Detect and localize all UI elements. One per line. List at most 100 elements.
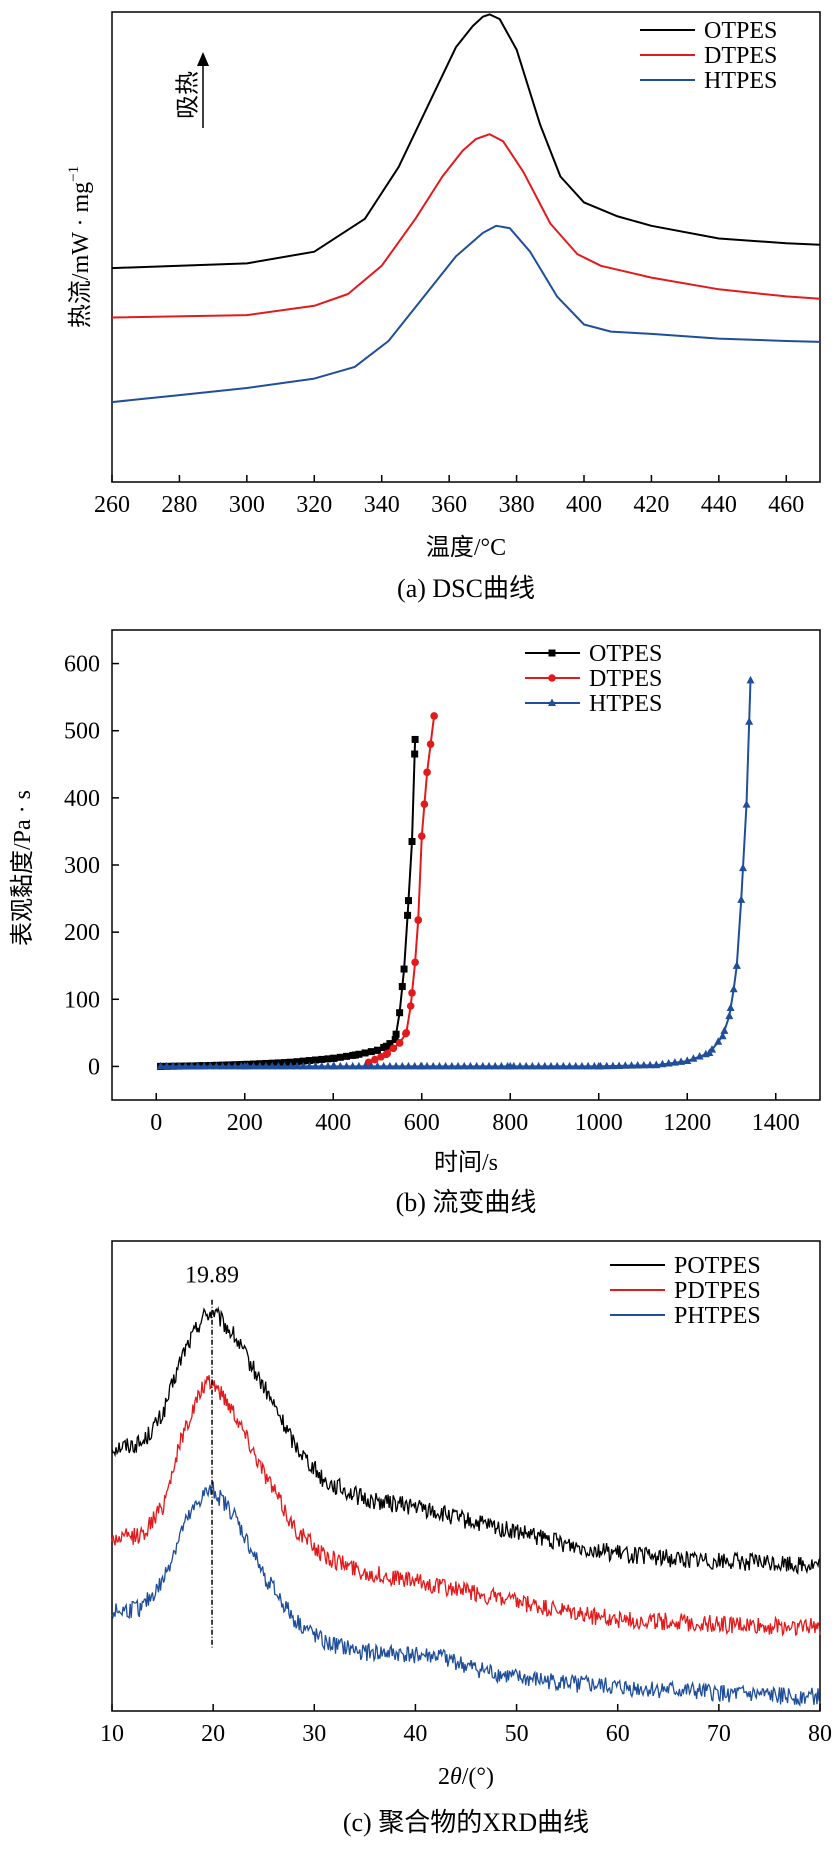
rheology-marker-otpes xyxy=(367,1048,375,1056)
rheology-marker-htpes xyxy=(224,1061,233,1070)
rheology-marker-htpes xyxy=(367,1061,376,1070)
xrd-panel: 19.89 10 20 30 40 50 60 70 80 2θ/(°) (c) 聚合物的XR… xyxy=(100,1240,832,1837)
xrd-caption: (c) 聚合物的XRD曲线 xyxy=(343,1808,589,1837)
dsc-plot-frame xyxy=(111,11,821,483)
rheology-x-tick-label: 1000 xyxy=(575,1110,623,1136)
dsc-x-tick-label: 260 xyxy=(94,492,130,518)
rheology-marker-htpes xyxy=(664,1058,673,1067)
rheology-marker-htpes xyxy=(280,1061,289,1070)
rheology-x-tick-label: 600 xyxy=(404,1110,440,1136)
rheology-marker-htpes xyxy=(398,1061,407,1070)
rheology-marker-htpes xyxy=(584,1061,593,1070)
rheology-legend-marker xyxy=(548,698,556,706)
rheology-marker-htpes xyxy=(485,1061,494,1070)
xrd-x-tick-label: 70 xyxy=(707,1721,731,1747)
rheology-marker-htpes xyxy=(447,1061,456,1070)
xrd-peak-label: 19.89 xyxy=(185,1263,239,1289)
rheology-marker-htpes xyxy=(652,1060,661,1069)
rheology-marker-otpes xyxy=(386,1040,394,1048)
dsc-x-tick-label: 280 xyxy=(161,492,197,518)
dsc-panel: 260 280 300 320 340 360 380 400 420 440 460 温度/°C … xyxy=(66,11,821,603)
rheology-marker-htpes xyxy=(683,1056,692,1065)
dsc-legend-label: OTPES xyxy=(704,18,777,44)
rheology-marker-otpes xyxy=(392,1030,400,1038)
rheology-marker-otpes xyxy=(324,1055,332,1063)
rheology-marker-otpes xyxy=(312,1056,320,1064)
rheology-marker-dtpes xyxy=(382,1050,391,1059)
xrd-series-group xyxy=(111,1306,821,1707)
rheology-legend-label: HTPES xyxy=(589,691,662,717)
xrd-x-axis-label: 2θ/(°) xyxy=(438,1764,494,1790)
xrd-x-tick-label: 20 xyxy=(201,1721,225,1747)
rheology-panel: 0 200 400 600 800 1000 1200 1400 0 100 200 300 400 5… xyxy=(9,629,821,1217)
rheology-marker-htpes xyxy=(478,1061,487,1070)
rheology-marker-htpes xyxy=(559,1061,568,1070)
rheology-series-htpes xyxy=(156,675,755,1070)
rheology-y-tick-label: 300 xyxy=(64,853,100,879)
xrd-x-tick-label: 80 xyxy=(808,1721,832,1747)
rheology-marker-htpes xyxy=(373,1061,382,1070)
rheology-marker-htpes xyxy=(491,1061,500,1070)
rheology-marker-htpes xyxy=(354,1061,363,1070)
xrd-x-tick-label: 10 xyxy=(100,1721,124,1747)
rheology-legend-item: DTPES xyxy=(525,666,662,692)
rheology-marker-htpes xyxy=(261,1061,270,1070)
rheology-marker-htpes xyxy=(162,1061,171,1070)
rheology-marker-dtpes xyxy=(371,1055,379,1064)
rheology-marker-otpes xyxy=(391,1036,399,1044)
rheology-marker-htpes xyxy=(639,1060,648,1069)
rheology-marker-htpes xyxy=(646,1060,655,1069)
rheology-marker-htpes xyxy=(429,1061,438,1070)
dsc-x-tick-label: 400 xyxy=(566,492,602,518)
dsc-legend-item: OTPES xyxy=(640,18,777,44)
rheology-marker-otpes xyxy=(411,750,419,758)
xrd-series-potpes xyxy=(111,1306,821,1575)
dsc-x-tick-label: 360 xyxy=(431,492,467,518)
rheology-legend-label: DTPES xyxy=(589,666,662,692)
rheology-marker-otpes xyxy=(355,1050,363,1058)
rheology-marker-htpes xyxy=(534,1061,543,1070)
rheology-marker-htpes xyxy=(410,1061,419,1070)
rheology-marker-htpes xyxy=(577,1061,586,1070)
rheology-y-tick-label: 600 xyxy=(64,652,100,678)
rheology-marker-htpes xyxy=(255,1061,264,1070)
rheology-marker-dtpes xyxy=(406,1002,415,1010)
xrd-x-tick-label: 50 xyxy=(505,1721,529,1747)
dsc-y-axis-label-main: 热流/mW · mg xyxy=(67,182,94,328)
rheology-marker-htpes xyxy=(729,984,738,993)
rheology-marker-otpes xyxy=(411,735,419,743)
xrd-x-axis-label-post: /(°) xyxy=(462,1764,494,1790)
rheology-marker-htpes xyxy=(515,1061,524,1070)
rheology-marker-otpes xyxy=(343,1052,351,1060)
rheology-marker-htpes xyxy=(571,1061,580,1070)
rheology-marker-htpes xyxy=(506,1061,515,1070)
dsc-x-tick-label: 460 xyxy=(768,492,804,518)
rheology-marker-dtpes xyxy=(395,1039,404,1047)
rheology-marker-otpes xyxy=(299,1057,307,1065)
rheology-marker-dtpes xyxy=(426,740,435,748)
dsc-y-axis-label: 热流/mW · mg−1 xyxy=(66,166,94,328)
rheology-marker-htpes xyxy=(441,1061,450,1070)
rheology-marker-otpes xyxy=(351,1051,359,1059)
rheology-legend-marker xyxy=(548,674,556,682)
rheology-marker-htpes xyxy=(212,1061,221,1070)
rheology-x-axis-label: 时间/s xyxy=(434,1149,498,1176)
dsc-series-group xyxy=(111,13,821,404)
rheology-marker-htpes xyxy=(404,1061,413,1070)
rheology-marker-otpes xyxy=(374,1046,381,1054)
xrd-x-axis-label-theta: θ xyxy=(450,1764,462,1790)
rheology-legend-item: HTPES xyxy=(525,691,662,717)
xrd-series-pdtpes xyxy=(111,1375,821,1637)
rheology-marker-htpes xyxy=(553,1061,562,1070)
rheology-marker-htpes xyxy=(742,800,751,808)
rheology-marker-htpes xyxy=(187,1061,196,1070)
rheology-y-tick-label: 100 xyxy=(64,987,100,1013)
rheology-marker-htpes xyxy=(695,1052,704,1060)
xrd-plot-frame xyxy=(111,1240,821,1712)
xrd-legend-label: POTPES xyxy=(674,1253,761,1279)
rheology-marker-htpes xyxy=(292,1061,301,1070)
svg-text:热流/mW · mg−1: 热流/mW · mg−1 xyxy=(66,166,94,328)
rheology-x-tick-label: 1400 xyxy=(752,1110,800,1136)
rheology-marker-htpes xyxy=(249,1061,258,1070)
